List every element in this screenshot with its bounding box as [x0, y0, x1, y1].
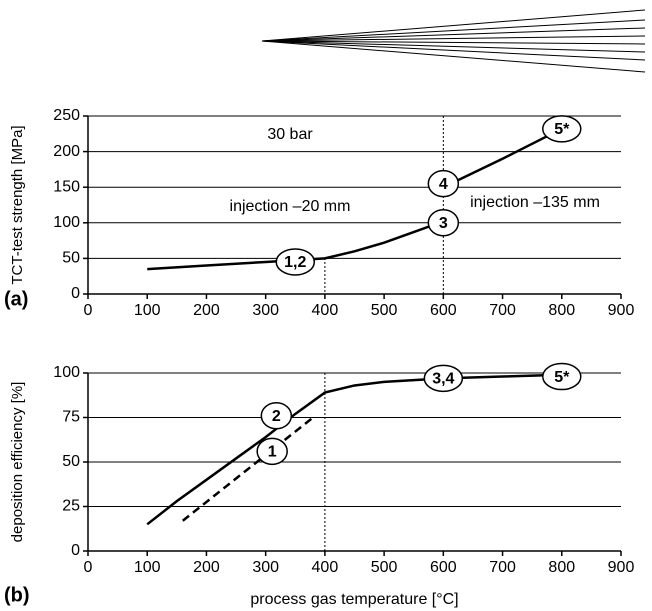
point-marker	[423, 364, 464, 393]
x-tick-label: 700	[489, 302, 516, 319]
point-marker	[256, 437, 288, 466]
y-axis-label: TCT-test strength [MPa]	[9, 125, 26, 284]
point-label: 5*	[554, 369, 570, 386]
data-line	[147, 127, 563, 271]
x-tick-label: 600	[430, 559, 457, 576]
y-tick-label: 0	[71, 285, 80, 302]
point-label: 1	[268, 444, 277, 461]
point-label: 3	[439, 215, 448, 232]
y-tick-label: 75	[62, 409, 80, 426]
x-tick-label: 400	[312, 302, 339, 319]
y-tick-label: 200	[53, 143, 80, 160]
x-tick-label: 200	[193, 559, 220, 576]
x-axis-label: process gas temperature [°C]	[250, 591, 458, 608]
y-tick-label: 100	[53, 364, 80, 381]
x-tick-label: 0	[84, 302, 93, 319]
y-tick-label: 0	[71, 542, 80, 559]
x-tick-label: 900	[608, 302, 635, 319]
point-label: 4	[439, 176, 448, 193]
x-tick-label: 400	[312, 559, 339, 576]
data-line	[181, 416, 314, 522]
point-label: 2	[272, 408, 281, 425]
panel-label: (b)	[4, 584, 30, 606]
x-tick-label: 300	[252, 302, 279, 319]
point-marker	[260, 401, 293, 430]
y-tick-label: 100	[53, 214, 80, 231]
data-line	[146, 373, 562, 526]
x-tick-label: 0	[84, 559, 93, 576]
x-tick-label: 600	[430, 302, 457, 319]
annotation: injection –20 mm	[230, 198, 351, 215]
y-tick-label: 50	[62, 250, 80, 267]
y-tick-label: 250	[53, 107, 80, 124]
x-tick-label: 700	[489, 559, 516, 576]
point-marker	[542, 115, 582, 143]
point-label: 3,4	[432, 371, 454, 388]
x-tick-label: 900	[608, 559, 635, 576]
annotation: injection –135 mm	[470, 194, 600, 211]
y-axis-label: deposition efficiency [%]	[9, 382, 26, 543]
panel-label: (a)	[4, 288, 28, 310]
point-marker	[427, 209, 460, 237]
point-label: 5*	[554, 121, 570, 138]
nozzle-fan	[261, 9, 646, 73]
annotation: 30 bar	[267, 126, 313, 143]
y-tick-label: 25	[62, 498, 80, 515]
point-marker	[275, 248, 316, 276]
point-marker	[427, 169, 460, 198]
x-tick-label: 500	[371, 559, 398, 576]
x-tick-label: 300	[252, 559, 279, 576]
point-marker	[542, 362, 582, 391]
x-tick-label: 100	[134, 559, 161, 576]
point-label: 1,2	[284, 254, 306, 271]
x-tick-label: 800	[548, 302, 575, 319]
x-tick-label: 500	[371, 302, 398, 319]
x-tick-label: 100	[134, 302, 161, 319]
y-tick-label: 50	[62, 453, 80, 470]
x-tick-label: 800	[548, 559, 575, 576]
x-tick-label: 200	[193, 302, 220, 319]
y-tick-label: 150	[53, 178, 80, 195]
